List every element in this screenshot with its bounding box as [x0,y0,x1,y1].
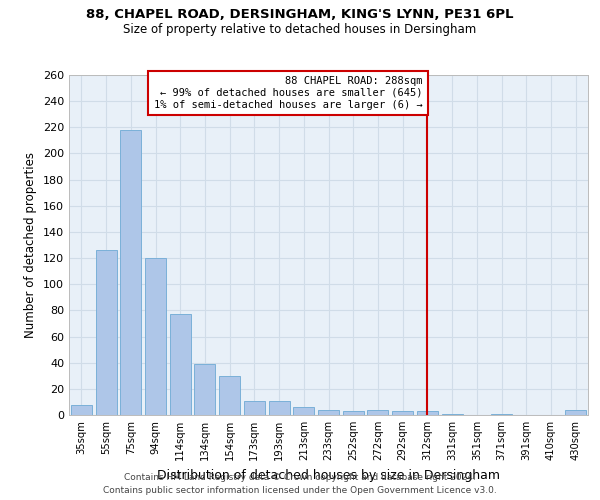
Bar [417,411,438,415]
X-axis label: Distribution of detached houses by size in Dersingham: Distribution of detached houses by size … [157,468,500,481]
Bar [95,250,116,415]
Text: 88, CHAPEL ROAD, DERSINGHAM, KING'S LYNN, PE31 6PL: 88, CHAPEL ROAD, DERSINGHAM, KING'S LYNN… [86,8,514,20]
Bar [491,414,512,415]
Bar [145,258,166,415]
Bar [318,410,339,415]
Text: 88 CHAPEL ROAD: 288sqm
← 99% of detached houses are smaller (645)
1% of semi-det: 88 CHAPEL ROAD: 288sqm ← 99% of detached… [154,76,422,110]
Bar [392,411,413,415]
Y-axis label: Number of detached properties: Number of detached properties [25,152,37,338]
Bar [442,414,463,415]
Bar [170,314,191,415]
Bar [244,400,265,415]
Text: Contains public sector information licensed under the Open Government Licence v3: Contains public sector information licen… [103,486,497,495]
Bar [343,411,364,415]
Bar [219,376,240,415]
Bar [293,407,314,415]
Text: Contains HM Land Registry data © Crown copyright and database right 2024.: Contains HM Land Registry data © Crown c… [124,472,476,482]
Bar [269,400,290,415]
Bar [565,410,586,415]
Text: Size of property relative to detached houses in Dersingham: Size of property relative to detached ho… [124,22,476,36]
Bar [367,410,388,415]
Bar [71,404,92,415]
Bar [120,130,141,415]
Bar [194,364,215,415]
